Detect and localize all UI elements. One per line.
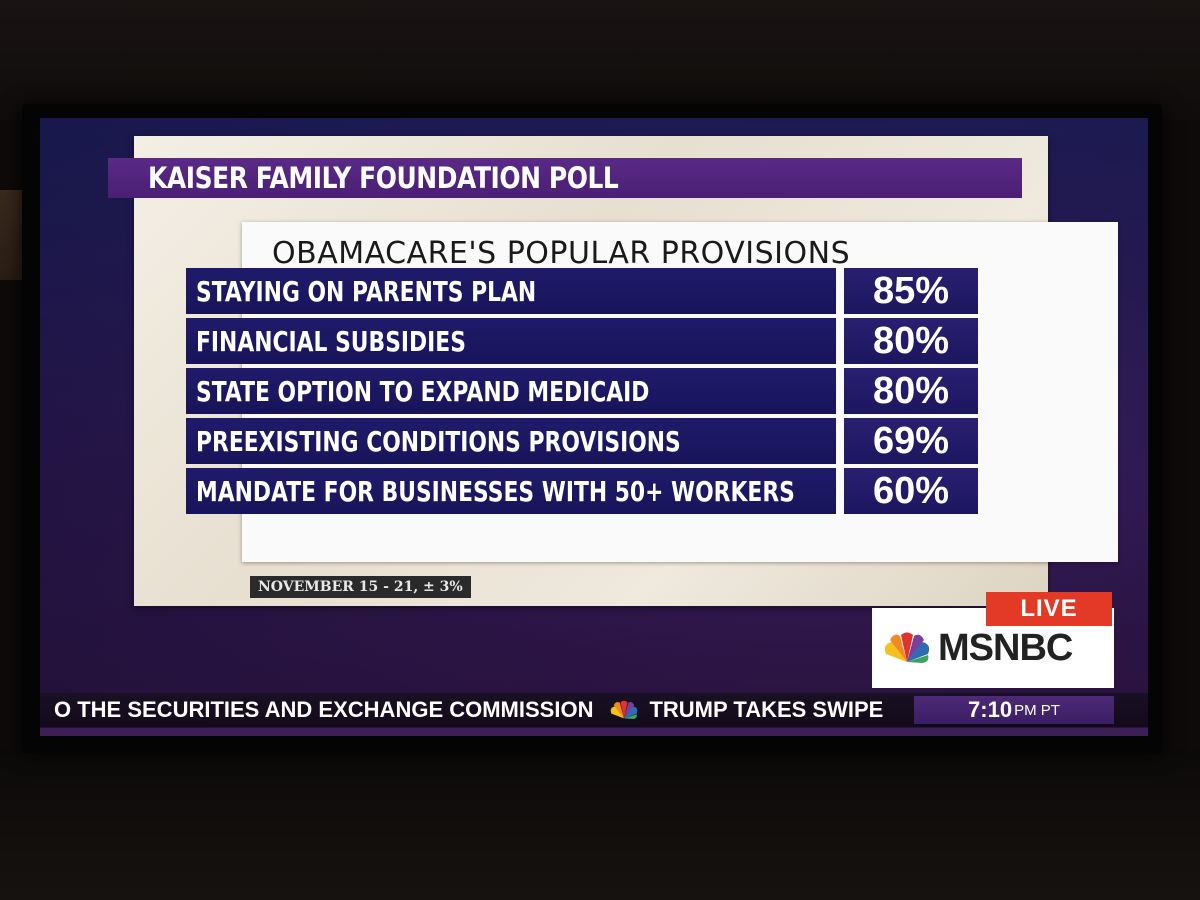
poll-row: STATE OPTION TO EXPAND MEDICAID 80% <box>186 368 986 414</box>
provision-label-text: MANDATE FOR BUSINESSES WITH 50+ WORKERS <box>196 474 795 508</box>
room-background-top <box>0 0 1200 120</box>
clock-time: 7:10 <box>968 697 1013 722</box>
provision-value: 69% <box>844 418 978 464</box>
time-display: 7:10 PM PT <box>914 696 1114 724</box>
provision-value: 80% <box>844 318 978 364</box>
provision-value-text: 80% <box>872 319 950 362</box>
clock-suffix: PM PT <box>1014 701 1060 719</box>
poll-row: STAYING ON PARENTS PLAN 85% <box>186 268 986 314</box>
poll-row: FINANCIAL SUBSIDIES 80% <box>186 318 986 364</box>
poll-row: PREEXISTING CONDITIONS PROVISIONS 69% <box>186 418 986 464</box>
provision-value-text: 85% <box>872 269 950 312</box>
network-name: MSNBC <box>938 626 1073 669</box>
provision-value: 60% <box>844 468 978 514</box>
provision-value: 85% <box>844 268 978 314</box>
provision-value-text: 69% <box>872 419 950 462</box>
poll-footnote: NOVEMBER 15 - 21, ± 3% <box>250 576 471 598</box>
provision-label-text: STATE OPTION TO EXPAND MEDICAID <box>196 374 650 408</box>
poll-banner: KAISER FAMILY FOUNDATION POLL <box>108 158 1022 198</box>
provision-label: PREEXISTING CONDITIONS PROVISIONS <box>186 418 836 464</box>
provision-label: FINANCIAL SUBSIDIES <box>186 318 836 364</box>
room-background-bottom <box>0 750 1200 900</box>
ticker-item: O THE SECURITIES AND EXCHANGE COMMISSION <box>54 697 594 722</box>
poll-row: MANDATE FOR BUSINESSES WITH 50+ WORKERS 6… <box>186 468 986 514</box>
poll-banner-text: KAISER FAMILY FOUNDATION POLL <box>148 161 619 195</box>
nbc-peacock-icon <box>611 700 638 719</box>
provision-label: STATE OPTION TO EXPAND MEDICAID <box>186 368 836 414</box>
ticker-underline <box>40 728 1148 736</box>
provision-label-text: FINANCIAL SUBSIDIES <box>196 324 466 358</box>
provision-label: STAYING ON PARENTS PLAN <box>186 268 836 314</box>
room-wall <box>0 190 26 280</box>
chart-title: OBAMACARE'S POPULAR PROVISIONS <box>272 236 851 271</box>
provision-label-text: PREEXISTING CONDITIONS PROVISIONS <box>196 424 681 458</box>
live-badge: LIVE <box>986 592 1112 626</box>
provision-label: MANDATE FOR BUSINESSES WITH 50+ WORKERS <box>186 468 836 514</box>
provision-value-text: 80% <box>872 369 950 412</box>
nbc-peacock-icon <box>884 632 930 663</box>
provision-label-text: STAYING ON PARENTS PLAN <box>196 274 537 308</box>
tv-screen: OBAMACARE'S POPULAR PROVISIONS NOVEMBER … <box>40 118 1148 736</box>
provision-value: 80% <box>844 368 978 414</box>
ticker-item: TRUMP TAKES SWIPE <box>649 697 884 722</box>
provision-value-text: 60% <box>872 469 950 512</box>
